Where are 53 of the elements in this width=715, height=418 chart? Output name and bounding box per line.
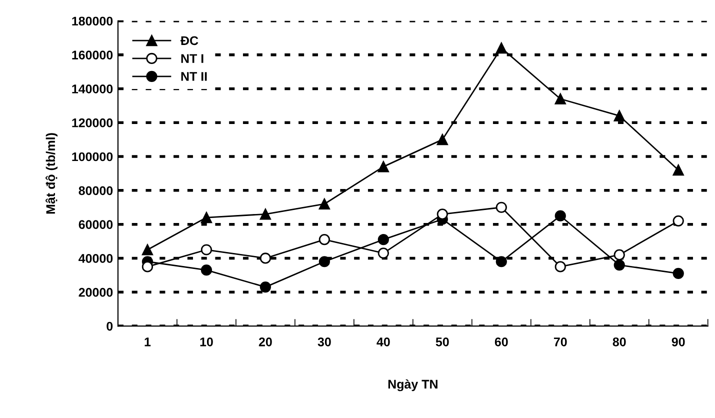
point [260,208,271,220]
y-tick-label: 40000 [78,254,113,263]
point [318,256,330,268]
point [318,234,330,246]
point [200,212,212,224]
x-axis-title: Ngày TN [388,379,438,392]
y-tick-label: 140000 [72,84,113,94]
x-tick-label: 50 [436,337,449,346]
point [436,208,448,220]
point [672,268,684,280]
point [614,110,625,122]
y-axis-title: Mật độ (tb/ml) [46,133,58,214]
y-tick-label: 20000 [78,288,113,297]
x-tick-label: 1 [144,338,151,346]
point [554,261,566,272]
x-tick-label: 10 [200,337,213,346]
y-tick-label: 100000 [72,152,113,162]
x-tick-label: 20 [258,337,272,346]
point [378,161,389,172]
legend-label: NT II [181,72,207,81]
y-tick-label: 80000 [78,186,113,196]
point [614,249,625,260]
point [318,198,330,210]
point [554,93,566,104]
point [496,202,507,213]
x-tick-label: 80 [612,337,626,346]
point [496,42,507,54]
x-tick-label: 40 [376,337,390,346]
y-tick-label: 180000 [72,16,113,26]
point [554,210,566,222]
x-tick-label: 70 [554,337,567,346]
point [436,134,448,146]
y-tick-label: 60000 [78,220,113,229]
point [378,248,389,259]
point [672,215,684,226]
point [142,244,154,256]
x-tick-label: 90 [672,337,685,346]
point [200,244,212,256]
point [496,256,507,268]
y-tick-label: 120000 [72,118,113,128]
point [260,252,271,264]
y-tick-label: 0 [106,322,113,331]
point [200,264,212,276]
legend-label: NT I [181,54,204,63]
y-tick-label: 160000 [72,50,113,60]
x-tick-label: 30 [318,337,331,346]
point [378,234,389,246]
legend-label: ĐC [180,36,198,46]
point [672,164,684,176]
x-tick-label: 60 [494,337,508,346]
point [260,281,271,293]
point [142,261,154,272]
point [614,259,625,271]
